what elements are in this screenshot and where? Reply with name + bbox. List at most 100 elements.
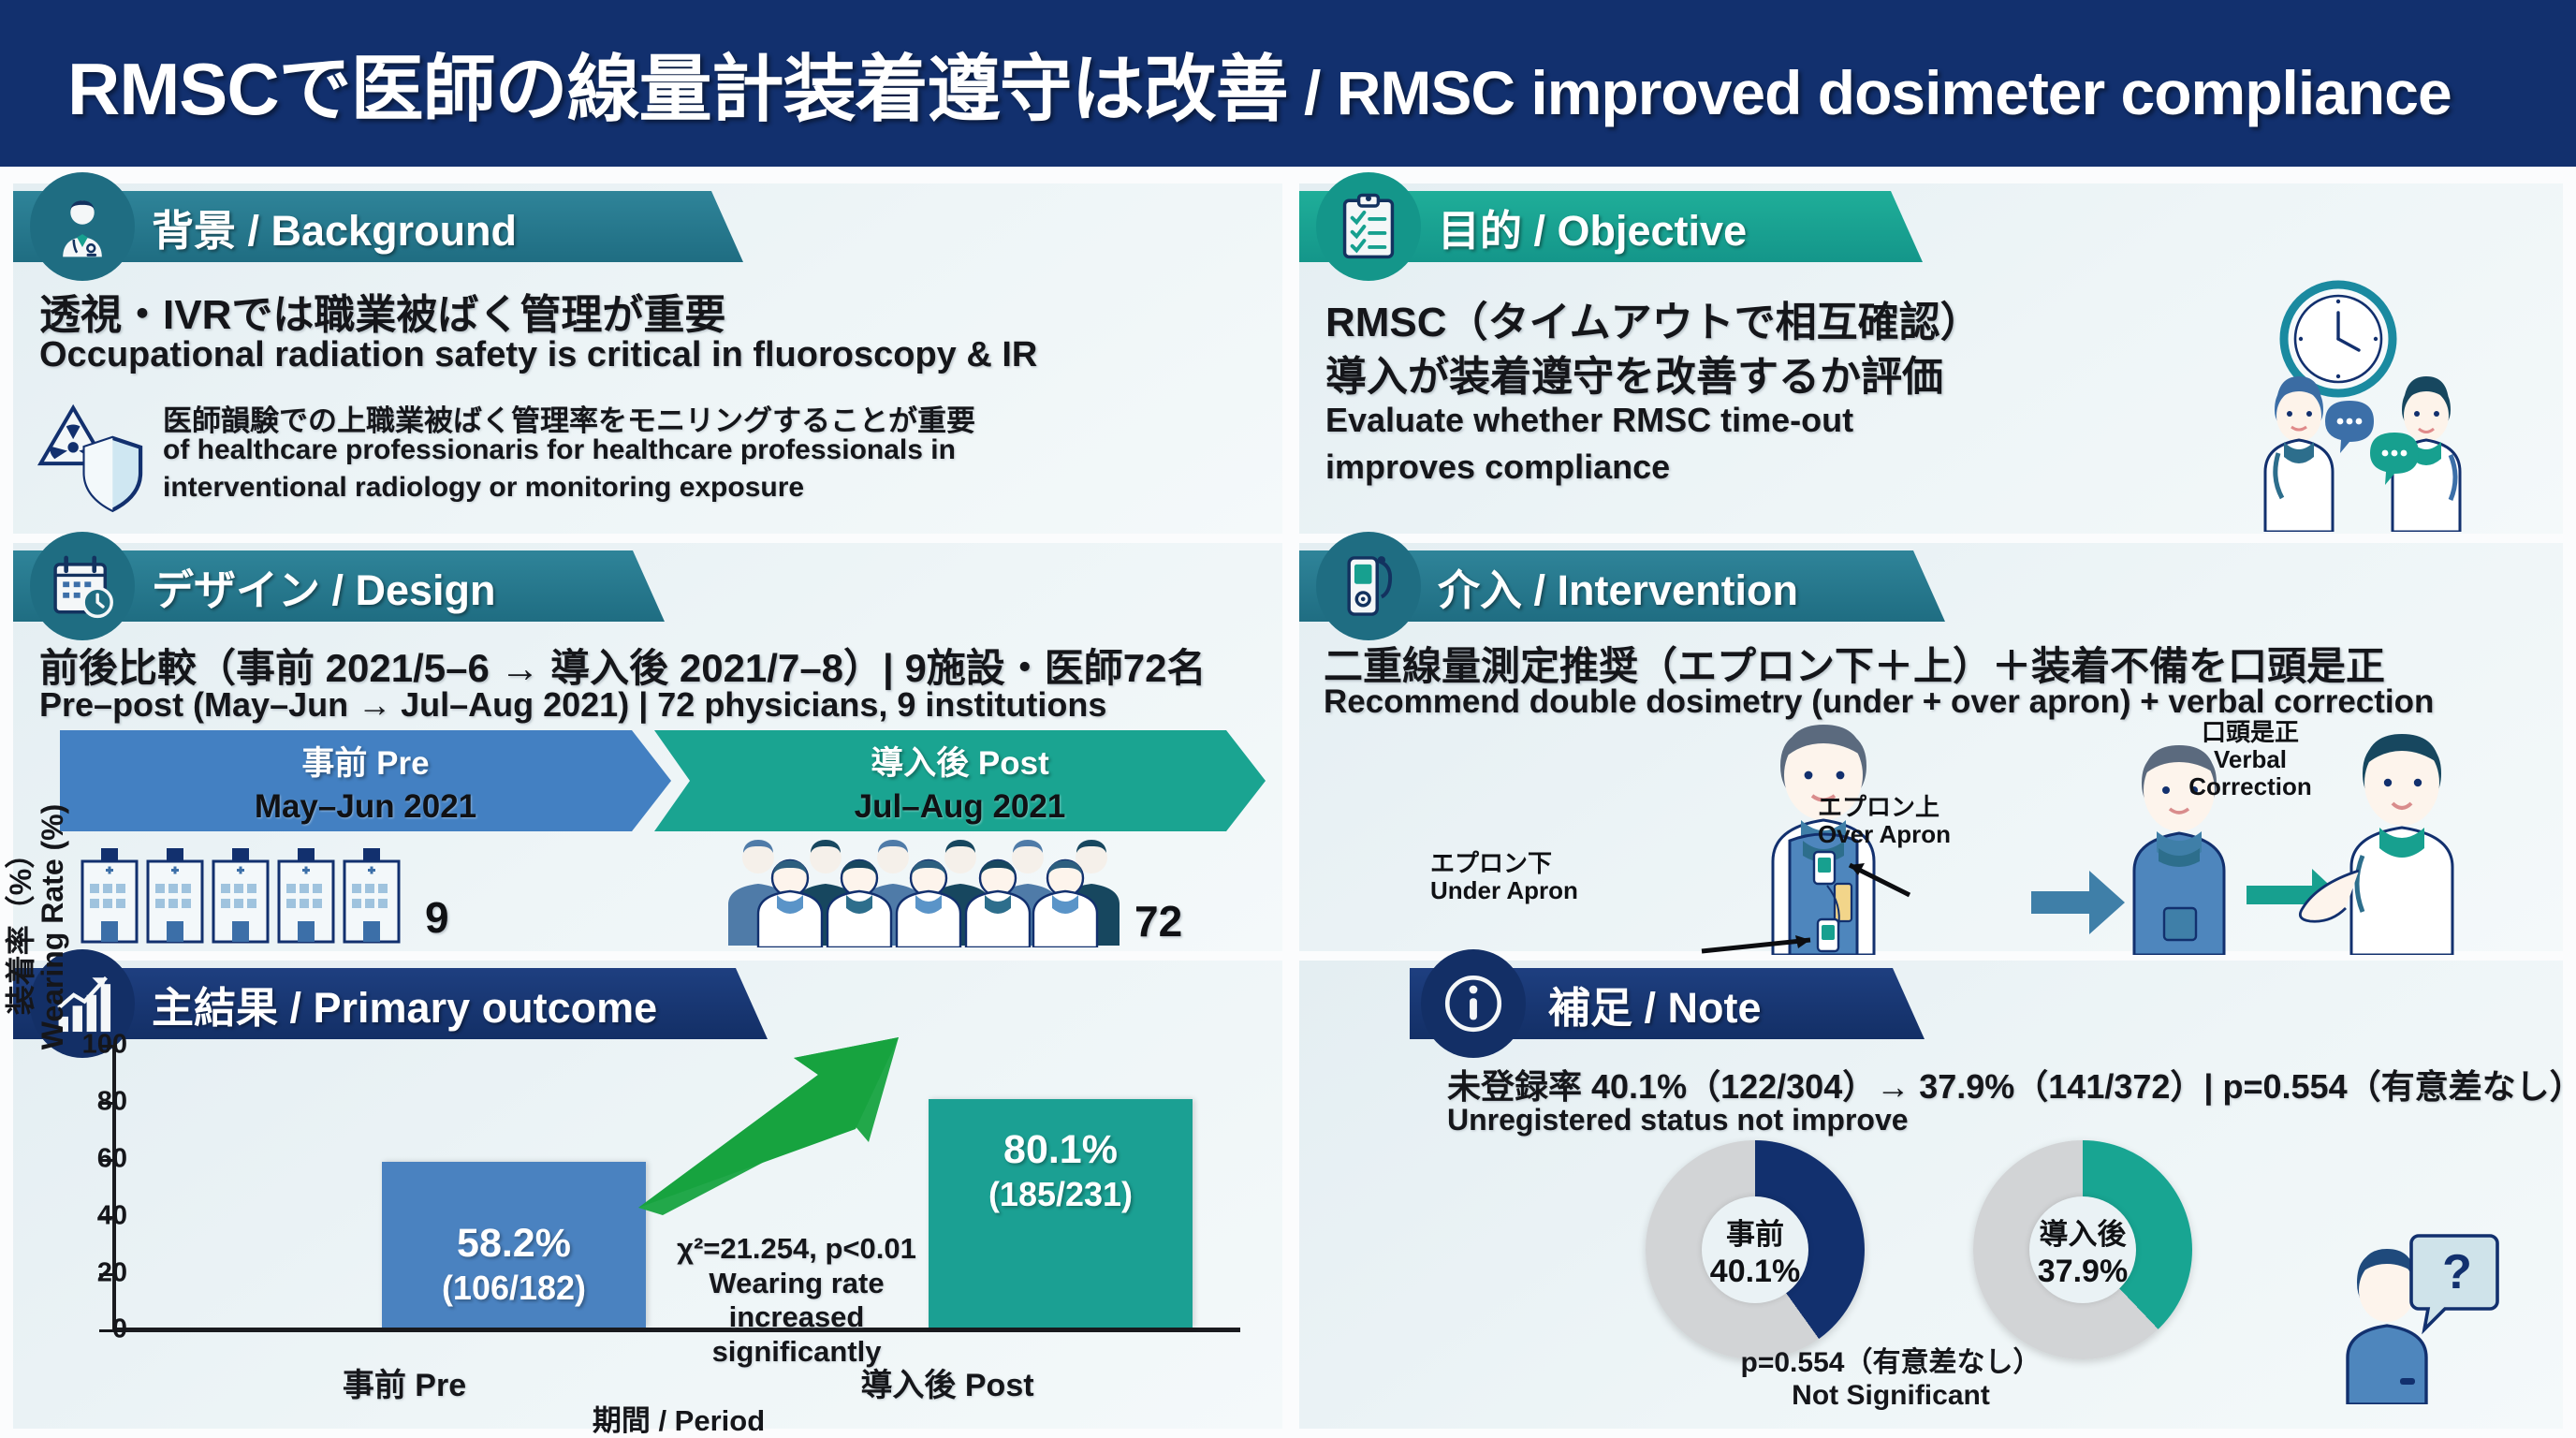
donut-post: 導入後 37.9% [1973,1140,2192,1359]
callout-under-apron: エプロン下 Under Apron [1430,849,1578,905]
callout-under-apron-jp: エプロン下 [1430,849,1553,877]
clipboard-check-icon-glyph [1342,193,1395,259]
donut-pre: 事前 40.1% [1646,1140,1865,1359]
donut-post-label: 導入後 [2039,1217,2127,1251]
intervention-diagram [1535,721,2527,957]
callout-verbal-correction-en-2: Correction [2188,772,2312,801]
callout-verbal-correction-jp: 口頭是正 [2201,718,2299,746]
calendar-clock-icon [30,532,135,640]
chart-ylabel-en: Wearing Rate (%) [35,803,69,1050]
bar-chart: 100 80 60 40 20 0 58.2% (106/182) 80.1% … [82,1030,1245,1363]
page-title-separator: / [1287,58,1337,127]
section-header-note: 補足 / Note [1410,968,1925,1039]
ytick-100: 100 [81,1029,127,1060]
section-label-outcome: 主結果 / Primary outcome [152,983,658,1032]
doctor-icon-glyph [63,200,102,257]
intervention-line-en: Recommend double dosimetry (under + over… [1324,683,2435,720]
design-line-jp: 前後比較（事前 2021/5–6 → 導入後 2021/7–8）| 9施設・医師… [39,646,1207,690]
physician-double-dosimetry [1771,725,1876,957]
objective-line1-jp: RMSC（タイムアウトで相互確認） [1325,300,1982,345]
objective-line2-en: improves compliance [1325,448,1671,486]
section-label-background: 背景 / Background [152,206,518,255]
objective-line2-jp: 導入が装着遵守を改善するか評価 [1325,354,1943,400]
section-header-outcome: 主結果 / Primary outcome [13,968,768,1039]
note-line-en: Unregistered status not improve [1447,1103,1909,1137]
note-footnote-en: Not Significant [1792,1380,1990,1412]
background-sub-en-1: of healthcare professionaris for healthc… [163,434,956,465]
chart-annotation-line2: Wearing rate increased [709,1266,885,1334]
bar-pre-frac: (106/182) [441,1269,587,1307]
page-title-en: RMSC improved dosimeter compliance [1336,58,2452,127]
note-footnote-jp: p=0.554（有意差なし） [1740,1347,2042,1378]
section-label-note: 補足 / Note [1548,983,1762,1032]
ytick-0: 0 [111,1313,127,1344]
bar-post-frac: (185/231) [988,1175,1134,1213]
design-flow: 事前 Pre May–Jun 2021 導入後 Post Jul–Aug 202… [60,730,1266,831]
count-institutions: 9 [77,841,449,948]
section-objective: 目的 / Objective RMSC（タイムアウトで相互確認） 導入が装着遵守… [1299,172,2563,534]
background-sub-jp: 医師韻験での上職業被ばく管理率をモニリングすることが重要 [163,404,975,437]
bar-post-pct: 80.1% [1003,1127,1118,1172]
intervention-line-jp: 二重線量測定推奨（エプロン下＋上）＋装着不備を口頭是正 [1324,644,2386,688]
callout-verbal-correction: 口頭是正 Verbal Correction [2175,718,2325,801]
section-header-background: 背景 / Background [13,191,743,262]
radiation-shield-icon [34,391,150,515]
intervention-diagram-glyph [1701,725,2454,957]
chart-annotation: χ²=21.254, p<0.01 Wearing rate increased… [642,1232,951,1369]
count-physicians: 72 [721,835,1182,952]
person-question-icon-glyph: ? [2346,1234,2499,1406]
xcat-post: 導入後 Post [860,1368,1034,1403]
two-doctors-clock-icon [2132,270,2544,534]
chart-x-axis [112,1328,1240,1332]
ytick-40: 40 [96,1200,127,1231]
chart-xlabel: 期間 / Period [592,1404,766,1437]
section-background: 背景 / Background 透視・IVRでは職業被ばく管理が重要 Occup… [13,172,1282,534]
radiation-shield-icon-glyph [37,404,143,513]
count-physicians-value: 72 [1134,897,1183,946]
page-title-jp: RMSCで医師の線量計装着遵守は改善 [67,48,1289,130]
info-circle-icon [1421,949,1526,1058]
chart-y-axis [112,1045,116,1329]
bar-post: 80.1% (185/231) [929,1099,1193,1328]
doctor-group-icon [721,835,1123,952]
bar-pre-pct: 58.2% [457,1221,571,1266]
background-headline-jp: 透視・IVRでは職業被ばく管理が重要 [39,292,726,338]
chart-ylabel: 装着率（%） Wearing Rate (%) [4,758,69,1095]
donut-pre-center: 事前 40.1% [1702,1196,1808,1303]
hospital-building-icon-glyph [80,848,401,944]
chart-annotation-line1: χ²=21.254, p<0.01 [677,1232,916,1265]
flow-band-post: 導入後 Post Jul–Aug 2021 [654,730,1266,831]
callout-verbal-correction-en-1: Verbal [2213,745,2288,774]
verbal-correction-scene [2132,734,2454,957]
flow-pre-dates: May–Jun 2021 [254,787,477,825]
note-footnote: p=0.554（有意差なし） Not Significant [1685,1346,2097,1413]
flow-pre-label: 事前 Pre [301,744,430,782]
donut-post-value: 37.9% [2037,1253,2129,1289]
poster-title-bar: RMSCで医師の線量計装着遵守は改善 / RMSC improved dosim… [0,0,2576,167]
flow-post-label: 導入後 Post [871,744,1049,782]
callout-over-apron-en: Over Apron [1818,820,1952,849]
doctor-icon [30,172,135,281]
two-doctors-clock-icon-glyph [2263,280,2462,534]
note-line-jp: 未登録率 40.1%（122/304）→ 37.9%（141/372）| p=0… [1447,1067,2576,1106]
clipboard-check-icon [1316,172,1421,281]
chart-ylabel-jp: 装着率（%） [4,838,37,1016]
donut-pre-value: 40.1% [1709,1253,1801,1289]
chart-annotation-line3: significantly [711,1334,882,1368]
bar-chart-growth-icon [30,949,135,1058]
hospital-building-icon [77,841,414,948]
green-growth-arrow-glyph [638,1037,899,1215]
dosimeter-device-icon [1316,532,1421,640]
ytick-20: 20 [96,1257,127,1288]
person-question-icon: ? [2325,1223,2499,1406]
objective-line1-en: Evaluate whether RMSC time-out [1325,401,1854,439]
callout-under-apron-en: Under Apron [1430,876,1578,905]
ytick-60: 60 [96,1143,127,1174]
calendar-clock-icon-glyph [53,555,113,619]
ytick-80: 80 [96,1086,127,1117]
section-intervention: 介入 / Intervention 二重線量測定推奨（エプロン下＋上）＋装着不備… [1299,532,2563,951]
bar-chart-growth-icon-glyph [57,976,111,1033]
donut-pre-label: 事前 [1726,1217,1784,1251]
design-line-en: Pre–post (May–Jun → Jul–Aug 2021) | 72 p… [39,685,1107,724]
